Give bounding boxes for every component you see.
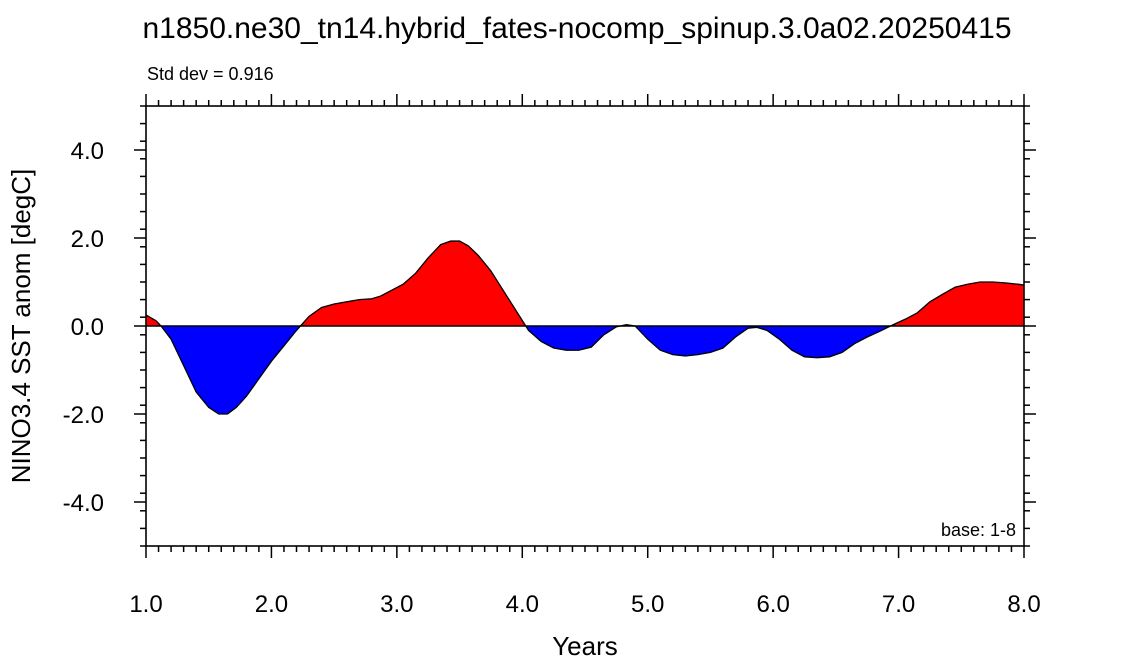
positive-anomaly-fill bbox=[300, 241, 526, 326]
negative-anomaly-fill bbox=[161, 326, 301, 414]
y-tick-labels: 4.0 2.0 0.0 -2.0 -4.0 bbox=[63, 138, 104, 517]
y-tick-label: 4.0 bbox=[71, 138, 104, 165]
y-axis-label: NINO3.4 SST anom [degC] bbox=[6, 169, 36, 484]
anomaly-series-line bbox=[145, 240, 1025, 415]
x-axis-label: Years bbox=[552, 631, 618, 661]
tick-layer bbox=[134, 94, 1036, 558]
std-dev-label: Std dev = 0.916 bbox=[147, 64, 274, 84]
y-tick-label: -2.0 bbox=[63, 402, 104, 429]
x-tick-label: 5.0 bbox=[631, 591, 664, 618]
x-tick-label: 4.0 bbox=[506, 591, 539, 618]
y-tick-label: -4.0 bbox=[63, 490, 104, 517]
negative-anomaly-fill bbox=[525, 326, 621, 351]
anomaly-line-layer bbox=[145, 240, 1025, 415]
base-annotation: base: 1-8 bbox=[941, 520, 1016, 540]
chart-title: n1850.ne30_tn14.hybrid_fates-nocomp_spin… bbox=[142, 12, 1011, 45]
x-tick-label: 7.0 bbox=[882, 591, 915, 618]
x-tick-label: 6.0 bbox=[756, 591, 789, 618]
x-tick-label: 1.0 bbox=[129, 591, 162, 618]
positive-anomaly-fill bbox=[890, 282, 1024, 326]
anomaly-fill-layer bbox=[146, 241, 1024, 414]
x-tick-labels: 1.0 2.0 3.0 4.0 5.0 6.0 7.0 8.0 bbox=[129, 591, 1040, 618]
negative-anomaly-fill bbox=[635, 326, 891, 358]
y-tick-label: 2.0 bbox=[71, 226, 104, 253]
y-tick-label: 0.0 bbox=[71, 314, 104, 341]
x-tick-label: 3.0 bbox=[380, 591, 413, 618]
x-tick-label: 8.0 bbox=[1007, 591, 1040, 618]
x-tick-label: 2.0 bbox=[255, 591, 288, 618]
